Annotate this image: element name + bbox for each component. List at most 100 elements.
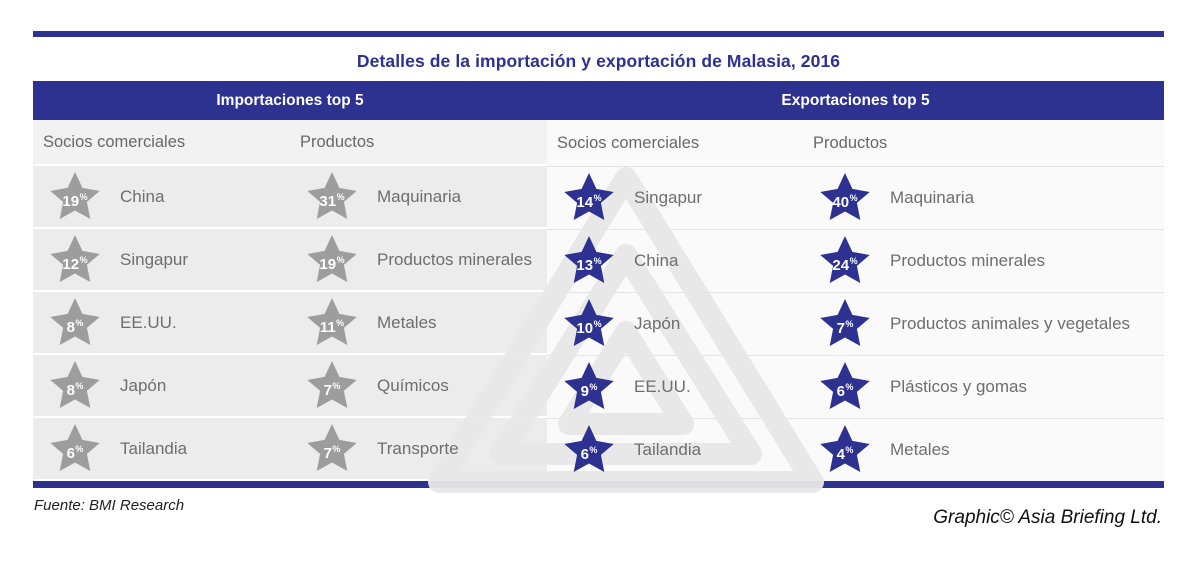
row-label: Plásticos y gomas bbox=[890, 377, 1027, 396]
percent-value: 6% bbox=[66, 443, 84, 462]
table-row: 13% China 24% Productos minerales bbox=[547, 229, 1164, 292]
percent-value: 4% bbox=[836, 445, 854, 463]
percent-value: 6% bbox=[580, 445, 598, 463]
top-rule bbox=[33, 31, 1164, 37]
exports-header: Exportaciones top 5 bbox=[781, 91, 930, 109]
row-label: Químicos bbox=[377, 375, 449, 395]
list-item: 6% Tailandia bbox=[33, 423, 290, 475]
table-row: 8% EE.UU. 11% Metales bbox=[33, 292, 547, 353]
row-label: Productos minerales bbox=[890, 251, 1045, 270]
star-badge: 7% bbox=[305, 423, 359, 475]
star-badge: 10% bbox=[562, 298, 616, 350]
percent-value: 13% bbox=[576, 256, 602, 274]
star-icon bbox=[50, 423, 100, 471]
column-header-products: Productos bbox=[300, 132, 375, 151]
percent-value: 7% bbox=[836, 319, 854, 337]
list-item: 7% Transporte bbox=[290, 423, 547, 475]
star-icon bbox=[50, 360, 100, 408]
star-icon bbox=[307, 360, 357, 408]
percent-value: 7% bbox=[323, 380, 341, 399]
list-item: 14% Singapur bbox=[547, 172, 803, 224]
exports-rows: 14% Singapur 40% Maquinaria 13% China 24% Produ… bbox=[547, 166, 1164, 481]
list-item: 9% EE.UU. bbox=[547, 361, 803, 413]
imports-column-headers: Socios comerciales Productos bbox=[33, 120, 547, 164]
percent-value: 40% bbox=[832, 193, 858, 211]
row-label: Maquinaria bbox=[377, 186, 462, 206]
percent-value: 12% bbox=[62, 254, 88, 273]
list-item: 7% Químicos bbox=[290, 360, 547, 412]
star-icon bbox=[307, 297, 357, 345]
star-badge: 7% bbox=[305, 360, 359, 412]
table-row: 12% Singapur 19% Productos minerales bbox=[33, 229, 547, 290]
star-badge: 13% bbox=[562, 235, 616, 287]
star-badge: 9% bbox=[562, 361, 616, 413]
table-row: 14% Singapur 40% Maquinaria bbox=[547, 166, 1164, 229]
table-body: Socios comerciales Productos 19% China 31%… bbox=[33, 120, 1164, 493]
star-badge: 6% bbox=[562, 424, 616, 476]
source-credit: Fuente: BMI Research bbox=[34, 497, 185, 514]
list-item: 11% Metales bbox=[290, 297, 547, 349]
percent-value: 10% bbox=[576, 319, 602, 337]
star-icon bbox=[307, 171, 357, 219]
star-badge: 8% bbox=[48, 297, 102, 349]
list-item: 31% Maquinaria bbox=[290, 171, 547, 223]
row-label: EE.UU. bbox=[634, 377, 691, 396]
list-item: 7% Productos animales y vegetales bbox=[803, 298, 1164, 350]
row-label: Metales bbox=[890, 440, 950, 459]
list-item: 19% Productos minerales bbox=[290, 234, 547, 286]
row-label: Singapur bbox=[120, 249, 189, 269]
star-badge: 8% bbox=[48, 360, 102, 412]
star-icon bbox=[307, 423, 357, 471]
footer: Fuente: BMI Research Graphic© Asia Brief… bbox=[33, 488, 1164, 558]
star-icon bbox=[820, 236, 870, 283]
percent-value: 9% bbox=[580, 382, 598, 400]
percent-value: 8% bbox=[66, 317, 84, 336]
percent-value: 8% bbox=[66, 380, 84, 399]
star-badge: 6% bbox=[48, 423, 102, 475]
table-row: 19% China 31% Maquinaria bbox=[33, 166, 547, 227]
percent-value: 19% bbox=[319, 254, 345, 273]
column-header-products: Productos bbox=[813, 133, 888, 152]
page-title: Detalles de la importación y exportación… bbox=[356, 51, 841, 71]
table-row: 10% Japón 7% Productos animales y vegetales bbox=[547, 292, 1164, 355]
row-label: China bbox=[634, 251, 679, 270]
table-row: 9% EE.UU. 6% Plásticos y gomas bbox=[547, 355, 1164, 418]
row-label: Tailandia bbox=[634, 440, 702, 459]
table-row: 6% Tailandia 7% Transporte bbox=[33, 418, 547, 479]
star-icon bbox=[820, 362, 870, 409]
bottom-rule bbox=[33, 481, 1164, 488]
column-header-partners: Socios comerciales bbox=[43, 132, 186, 151]
star-icon bbox=[820, 425, 870, 472]
list-item: 4% Metales bbox=[803, 424, 1164, 476]
percent-value: 7% bbox=[323, 443, 341, 462]
star-icon bbox=[50, 297, 100, 345]
star-icon bbox=[50, 171, 100, 219]
row-label: Productos minerales bbox=[377, 249, 532, 269]
list-item: 8% Japón bbox=[33, 360, 290, 412]
star-badge: 11% bbox=[305, 297, 359, 349]
list-item: 24% Productos minerales bbox=[803, 235, 1164, 287]
star-badge: 6% bbox=[818, 361, 872, 413]
star-badge: 31% bbox=[305, 171, 359, 223]
star-icon bbox=[50, 234, 100, 282]
row-label: Japón bbox=[634, 314, 681, 333]
row-label: Tailandia bbox=[120, 438, 188, 458]
exports-section: Socios comerciales Productos 14% Singapur… bbox=[547, 120, 1164, 481]
imports-section: Socios comerciales Productos 19% China 31%… bbox=[33, 120, 547, 481]
percent-value: 14% bbox=[576, 193, 602, 211]
row-label: China bbox=[120, 186, 165, 206]
list-item: 13% China bbox=[547, 235, 803, 287]
star-badge: 7% bbox=[818, 298, 872, 350]
star-icon bbox=[307, 234, 357, 282]
star-icon bbox=[820, 299, 870, 346]
row-label: Metales bbox=[377, 312, 437, 332]
star-badge: 12% bbox=[48, 234, 102, 286]
imports-rows: 19% China 31% Maquinaria 12% Singapur 19% Produ… bbox=[33, 166, 547, 479]
row-label: EE.UU. bbox=[120, 312, 177, 332]
row-label: Productos animales y vegetales bbox=[890, 314, 1131, 333]
exports-column-headers: Socios comerciales Productos bbox=[547, 120, 1164, 166]
list-item: 19% China bbox=[33, 171, 290, 223]
list-item: 6% Plásticos y gomas bbox=[803, 361, 1164, 413]
column-header-partners: Socios comerciales bbox=[557, 133, 700, 152]
